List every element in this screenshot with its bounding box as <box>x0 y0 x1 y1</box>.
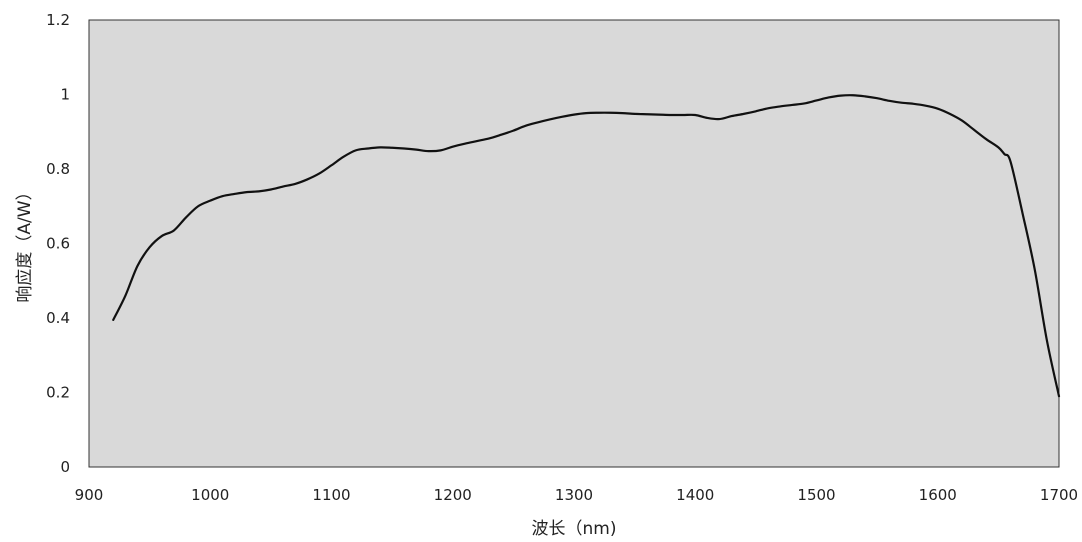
y-tick-label: 0.8 <box>46 160 70 178</box>
x-tick-label: 1200 <box>434 486 472 504</box>
x-tick-label: 1400 <box>676 486 714 504</box>
y-axis: 0 0.2 0.4 0.6 0.8 1 1.2 <box>46 11 70 476</box>
x-tick-label: 1100 <box>312 486 350 504</box>
plot-area <box>89 20 1059 467</box>
y-tick-label: 0 <box>60 458 70 476</box>
y-tick-label: 0.2 <box>46 384 70 402</box>
y-tick-label: 1.2 <box>46 11 70 29</box>
y-tick-label: 0.4 <box>46 309 70 327</box>
x-axis-title: 波长（nm) <box>532 519 617 539</box>
x-tick-label: 1300 <box>555 486 593 504</box>
x-tick-label: 1600 <box>919 486 957 504</box>
y-tick-label: 0.6 <box>46 235 70 253</box>
y-tick-label: 1 <box>60 86 70 104</box>
x-tick-label: 1700 <box>1040 486 1078 504</box>
y-axis-title: 响应度（A/W） <box>15 183 35 302</box>
x-tick-label: 1000 <box>191 486 229 504</box>
x-tick-label: 900 <box>75 486 104 504</box>
x-axis: 900 1000 1100 1200 1300 1400 1500 1600 1700 <box>75 486 1078 504</box>
x-tick-label: 1500 <box>797 486 835 504</box>
